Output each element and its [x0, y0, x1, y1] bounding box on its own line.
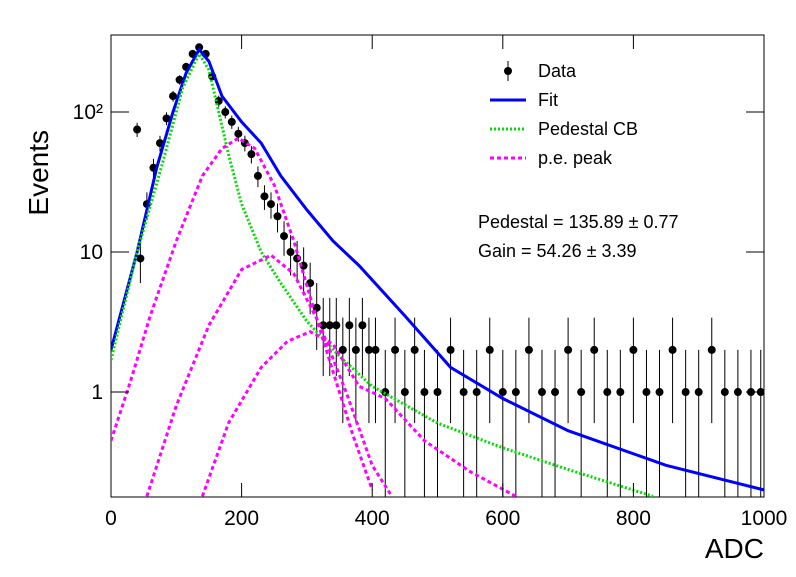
data-point: [358, 321, 367, 330]
data-point: [351, 345, 360, 354]
data-point: [485, 345, 494, 354]
data-point: [136, 254, 145, 263]
data-point: [472, 388, 481, 397]
y-axis-title: Events: [23, 130, 54, 216]
data-point: [247, 150, 256, 159]
data-point: [642, 388, 651, 397]
x-axis-title: ADC: [705, 533, 764, 564]
data-point: [655, 388, 664, 397]
x-tick-label: 200: [224, 507, 259, 530]
data-point: [498, 388, 507, 397]
x-tick-label: 1000: [741, 507, 788, 530]
data-point: [286, 248, 295, 257]
data-point: [345, 321, 354, 330]
data-point: [524, 345, 533, 354]
y-tick-label: 1: [91, 381, 103, 404]
curve: [111, 50, 654, 497]
data-point: [577, 388, 586, 397]
data-point: [133, 125, 142, 134]
curve: [200, 330, 517, 497]
x-tick-label: 800: [616, 507, 651, 530]
data-point: [325, 321, 334, 330]
data-point: [668, 345, 677, 354]
data-point: [400, 388, 409, 397]
data-point: [707, 345, 716, 354]
curve: [111, 46, 764, 492]
plot-area: [111, 43, 764, 497]
data-point: [603, 388, 612, 397]
data-point: [410, 345, 419, 354]
data-point: [253, 171, 262, 180]
y-tick-label: 10²: [73, 101, 103, 124]
y-tick-label: 10: [80, 241, 103, 264]
x-tick-label: 0: [105, 507, 117, 530]
data-point: [433, 388, 442, 397]
annotation: Pedestal = 135.89 ± 0.77: [478, 212, 679, 232]
legend-label: Pedestal CB: [538, 119, 638, 139]
data-point: [338, 345, 347, 354]
data-point: [694, 388, 703, 397]
data-point: [280, 232, 289, 241]
data-point: [564, 345, 573, 354]
data-point: [266, 200, 275, 209]
data-point: [537, 388, 546, 397]
x-tick-label: 400: [355, 507, 390, 530]
data-point: [371, 345, 380, 354]
legend-marker: [504, 67, 512, 75]
data-point: [629, 345, 638, 354]
data-point: [446, 345, 455, 354]
data-point: [420, 388, 429, 397]
data-point: [260, 192, 269, 201]
data-point: [221, 108, 230, 117]
legend-label: Fit: [538, 90, 558, 110]
annotation: Gain = 54.26 ± 3.39: [478, 241, 637, 261]
legend-label: Data: [538, 61, 577, 81]
data-point: [733, 388, 742, 397]
data-point: [234, 129, 243, 138]
data-point: [616, 388, 625, 397]
data-point: [214, 96, 223, 105]
data-point: [175, 75, 184, 84]
data-point: [169, 92, 178, 101]
data-point: [720, 388, 729, 397]
data-point: [551, 388, 560, 397]
curve: [111, 136, 374, 491]
legend-label: p.e. peak: [538, 148, 613, 168]
data-point: [273, 212, 282, 221]
data-point: [319, 321, 328, 330]
data-point: [391, 345, 400, 354]
data-point: [364, 345, 373, 354]
data-point: [332, 321, 341, 330]
data-point: [681, 388, 690, 397]
data-point: [227, 117, 236, 126]
data-point: [511, 388, 520, 397]
curve: [145, 253, 394, 497]
data-point: [590, 345, 599, 354]
x-tick-label: 600: [485, 507, 520, 530]
data-point: [162, 114, 171, 123]
data-point: [459, 388, 468, 397]
